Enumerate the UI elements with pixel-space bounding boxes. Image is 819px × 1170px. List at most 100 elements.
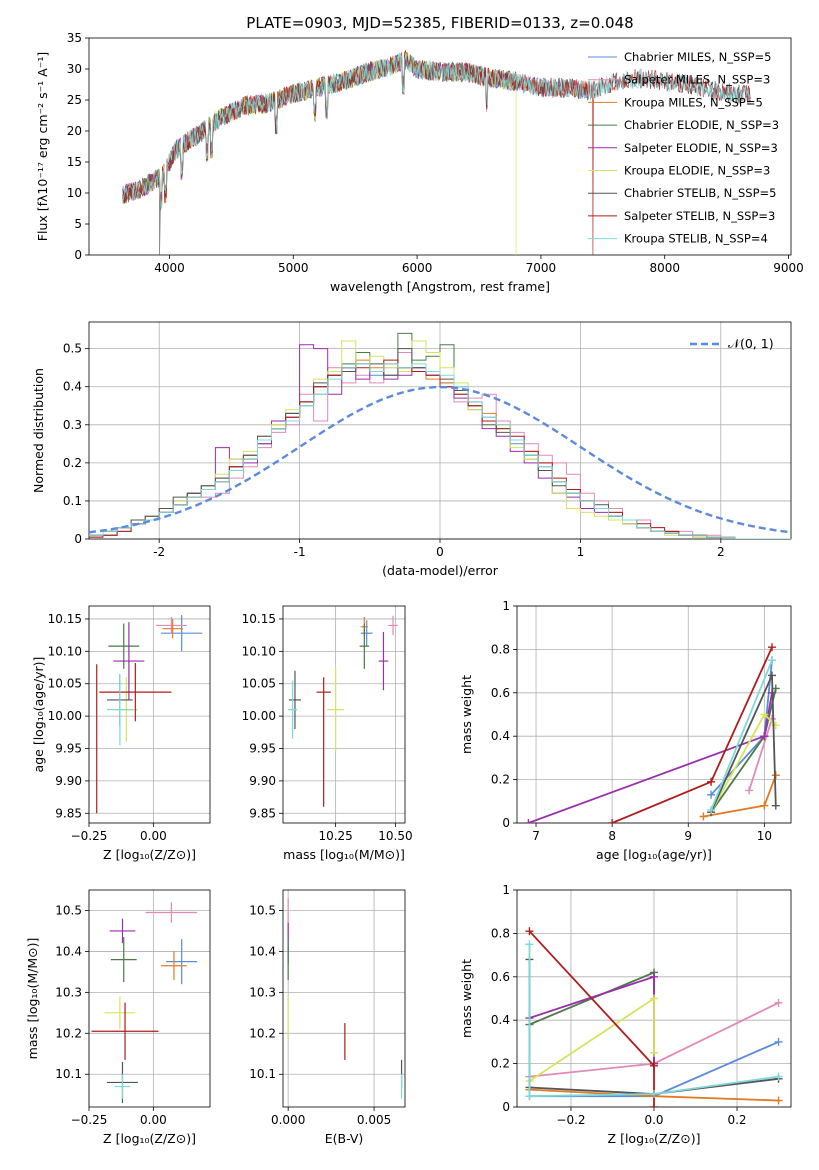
errorbar-point-1: [145, 902, 198, 923]
tick-label-y-z_vs_mass: 10.3: [55, 985, 82, 999]
tick-label-y-residuals: 0.1: [63, 494, 82, 508]
figure-title: PLATE=0903, MJD=52385, FIBERID=0133, z=0…: [246, 14, 633, 32]
tick-label-x-age_vs_weight: 9: [684, 829, 692, 843]
tick-label-y-residuals: 0: [74, 532, 82, 546]
axis-label-y-residuals: Normed distribution: [31, 368, 46, 493]
tick-label-y-mass_vs_age: 10.05: [242, 677, 276, 691]
weight-series-8: [710, 659, 773, 811]
tick-label-y-z_vs_weight: 0.2: [491, 1057, 510, 1071]
tick-label-y-spectrum: 35: [67, 31, 82, 45]
tick-label-x-z_vs_age: 0.00: [140, 829, 167, 843]
weight-marker: [760, 732, 769, 741]
weight-marker: [650, 1048, 658, 1057]
weight-marker: [650, 972, 658, 981]
errorbar-point-9: [287, 680, 298, 739]
errorbar-point-4: [378, 631, 389, 691]
tick-label-y-z_vs_age: 10.10: [48, 644, 82, 658]
weight-marker: [707, 790, 716, 799]
axes-frame-age_vs_weight: [516, 605, 792, 824]
legend-entry: Chabrier STELIB, N_SSP=5: [624, 186, 776, 200]
errorbar-point-5: [327, 667, 344, 752]
tick-label-y-z_vs_age: 10.15: [48, 612, 82, 626]
weight-marker: [767, 643, 776, 652]
errorbar-point-9: [107, 674, 133, 746]
legend-entry: Salpeter ELODIE, N_SSP=3: [624, 141, 778, 155]
weight-marker: [745, 786, 754, 795]
panels: 4000 5000 6000 7000 8000 900005101520253035wa…: [25, 31, 804, 1146]
weight-marker: [774, 998, 783, 1007]
series-line-8: [122, 51, 752, 210]
axes-frame-z_vs_mass: [88, 889, 211, 1108]
tick-label-y-z_vs_mass: 10.4: [55, 944, 82, 958]
errorbar-point-0: [360, 620, 373, 647]
errorbar-point-2: [162, 618, 183, 639]
axis-label-x-age_vs_weight: age [log₁₀(age/yr)]: [596, 847, 712, 862]
tick-label-x-spectrum: 5000: [278, 261, 309, 275]
errorbar-point-5: [104, 996, 136, 1030]
errorbar-point-1: [388, 615, 398, 636]
legend-entry: 𝒩(0, 1): [728, 336, 774, 351]
tick-label-x-z_vs_weight: 0.2: [727, 1113, 746, 1127]
errorbar-point-2: [161, 951, 187, 981]
panel-z_vs_age: −0.25 0.00 9.85 9.90 9.95 10.00 10.05 10.10 10.1…: [31, 605, 211, 862]
axes-frame-ebv_vs_mass: [282, 889, 406, 1108]
tick-label-x-residuals: 0: [436, 545, 444, 559]
tick-label-y-age_vs_weight: 1: [502, 599, 510, 613]
legend-entry: Chabrier ELODIE, N_SSP=3: [624, 118, 779, 132]
tick-label-x-mass_vs_age: 10.25: [318, 829, 352, 843]
tick-label-x-residuals: 2: [717, 545, 725, 559]
tick-label-x-mass_vs_age: 10.50: [378, 829, 412, 843]
errorbar-point-8: [114, 1074, 131, 1099]
tick-label-y-spectrum: 30: [67, 62, 82, 76]
tick-label-x-spectrum: 8000: [649, 261, 680, 275]
tick-label-y-mass_vs_age: 10.15: [242, 612, 276, 626]
weight-marker: [525, 940, 534, 949]
weight-series-8: [528, 944, 779, 1098]
errorbar-point-1: [155, 617, 187, 634]
errorbar-point-0: [166, 939, 198, 985]
weight-marker: [608, 819, 617, 823]
legend-entry: Kroupa ELODIE, N_SSP=3: [624, 164, 770, 178]
weight-marker: [774, 1096, 783, 1105]
tick-label-x-residuals: -2: [153, 545, 165, 559]
tick-label-y-z_vs_weight: 1: [502, 883, 510, 897]
errorbar-point-3: [359, 623, 370, 669]
tick-label-y-spectrum: 25: [67, 93, 82, 107]
tick-label-y-z_vs_age: 9.85: [55, 806, 82, 820]
tick-label-y-mass_vs_age: 10.10: [242, 644, 276, 658]
tick-label-y-z_vs_age: 9.95: [55, 742, 82, 756]
tick-label-x-age_vs_weight: 10: [757, 829, 772, 843]
tick-label-x-ebv_vs_mass: 0.000: [271, 1113, 305, 1127]
tick-label-y-age_vs_weight: 0.6: [491, 686, 510, 700]
weight-marker: [767, 671, 776, 680]
axis-label-x-mass_vs_age: mass [log₁₀(M/M⊙)]: [283, 847, 405, 862]
tick-label-y-z_vs_mass: 10.5: [55, 903, 82, 917]
plot-area-z_vs_weight: [525, 927, 783, 1107]
tick-label-y-spectrum: 20: [67, 124, 82, 138]
tick-label-x-z_vs_mass: 0.00: [140, 1113, 167, 1127]
errorbar-point-7: [91, 1002, 159, 1060]
tick-label-x-residuals: 1: [577, 545, 585, 559]
errorbar-point-7: [99, 663, 172, 722]
axis-label-x-z_vs_age: Z [log₁₀(Z/Z⊙)]: [103, 847, 196, 862]
tick-label-x-spectrum: 4000: [154, 261, 185, 275]
panel-z_vs_weight: −0.2 0.0 0.2 0 0.2 0.4 0.6 0.8 1 Z [log₁₀(Z/Z⊙)] m…: [459, 883, 792, 1146]
axis-label-y-spectrum: Flux [fλ10⁻¹⁷ erg cm⁻² s⁻¹ A⁻¹]: [35, 52, 50, 241]
plot-area-ebv_vs_mass: [287, 898, 403, 1099]
weight-marker: [650, 1089, 658, 1098]
panel-mass_vs_age: 10.25 10.50 9.85 9.90 9.95 10.00 10.05 10.10 10.…: [242, 605, 413, 862]
axis-label-x-ebv_vs_mass: E(B-V): [325, 1131, 364, 1146]
tick-label-y-spectrum: 10: [67, 186, 82, 200]
weight-marker: [767, 656, 776, 665]
weight-marker: [650, 994, 658, 1003]
tick-label-y-z_vs_age: 10.05: [48, 677, 82, 691]
panel-residuals: -2 -1 0 1 2 0 0.1 0.2 0.3 0.4 0.5 (data-model)/erro…: [31, 321, 792, 578]
tick-label-y-ebv_vs_mass: 10.3: [249, 985, 276, 999]
axis-label-y-age_vs_weight: mass weight: [459, 675, 474, 754]
weight-marker: [707, 805, 716, 814]
tick-label-y-mass_vs_age: 9.85: [249, 806, 276, 820]
tick-label-y-age_vs_weight: 0: [502, 816, 510, 830]
tick-label-x-age_vs_weight: 8: [608, 829, 616, 843]
tick-label-y-residuals: 0.2: [63, 456, 82, 470]
